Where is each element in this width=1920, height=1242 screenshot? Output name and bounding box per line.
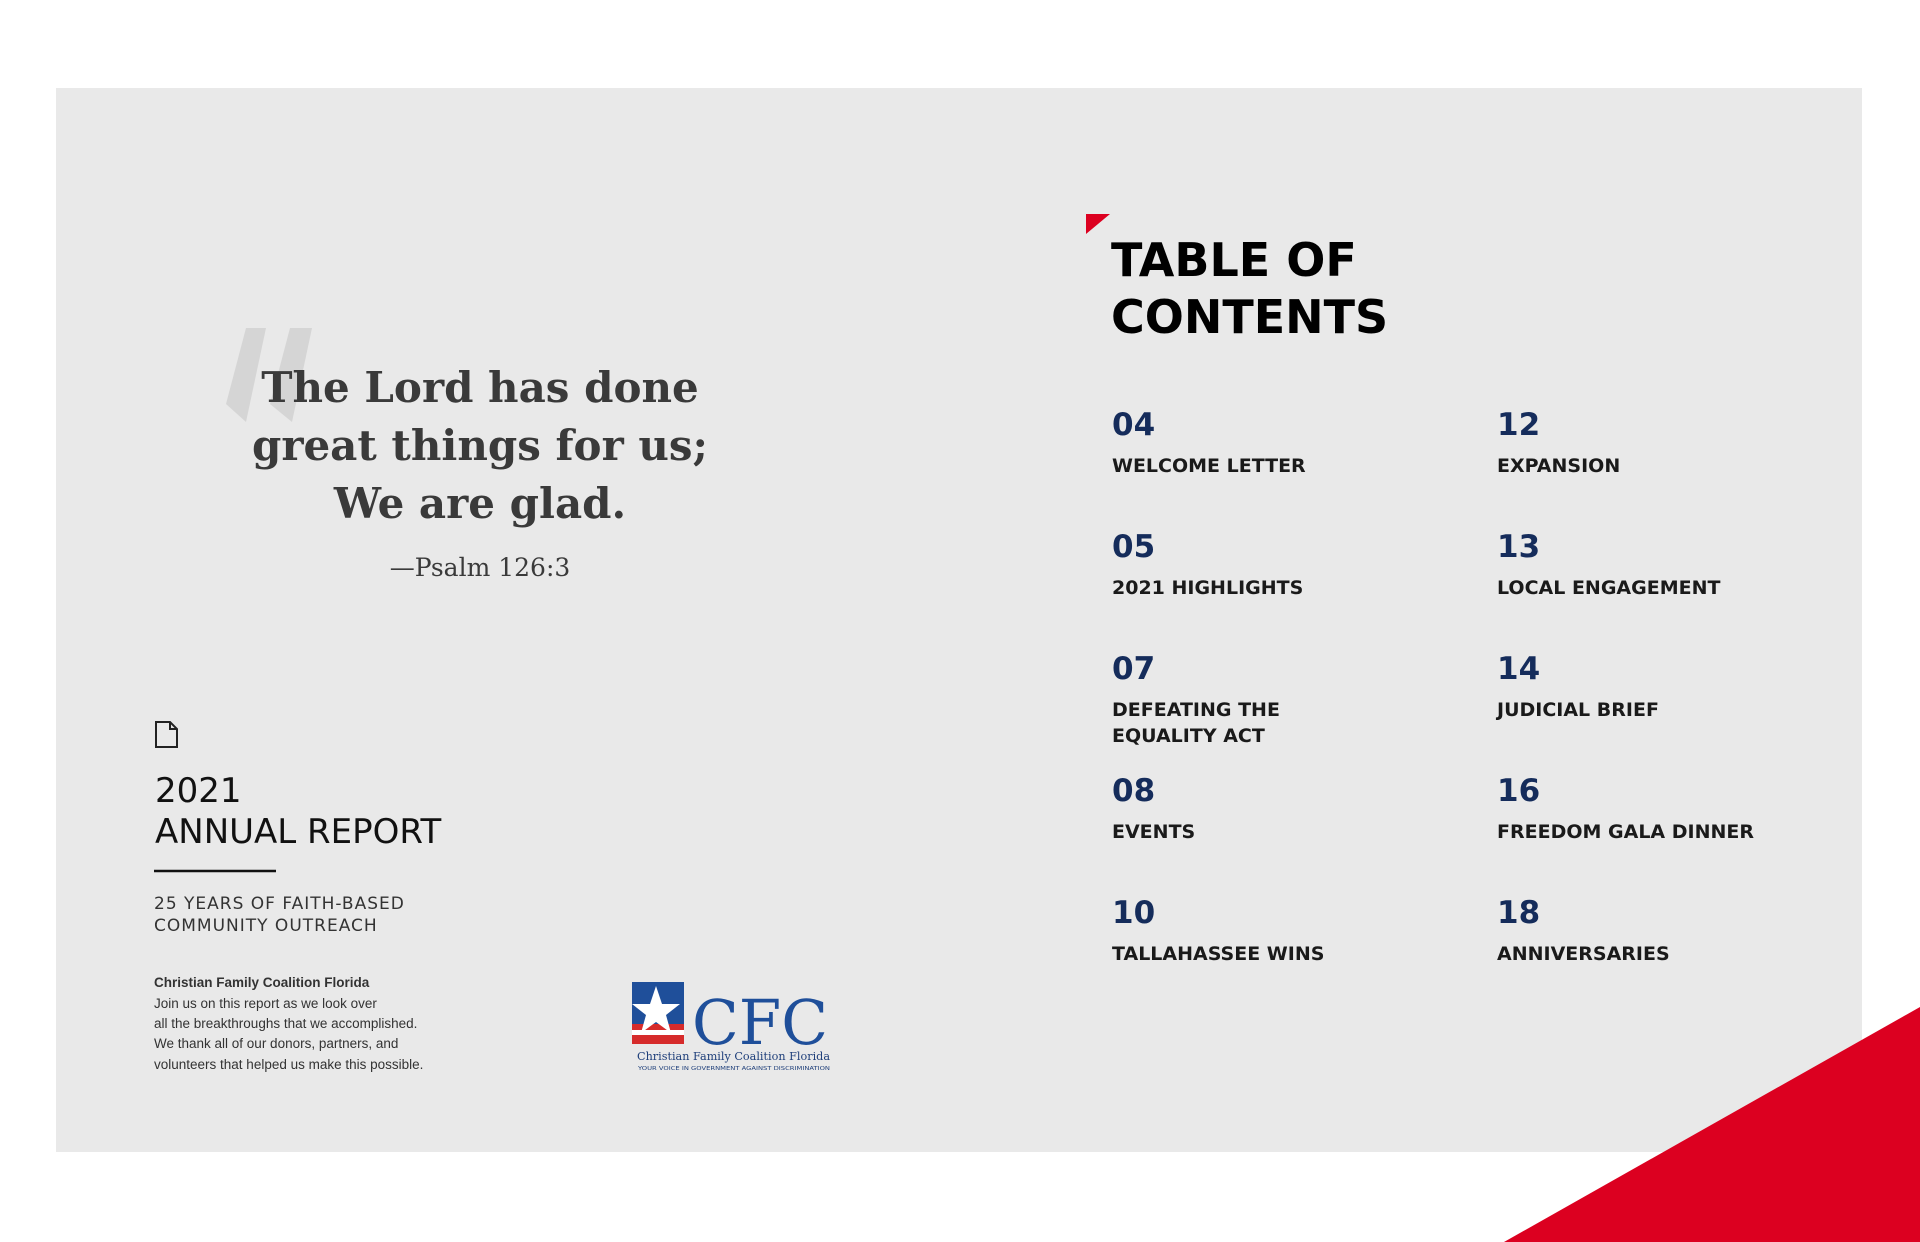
toc-label: ANNIVERSARIES (1497, 943, 1670, 965)
toc-item: 07 DEFEATING THE EQUALITY ACT (1112, 651, 1280, 747)
toc-item: 14 JUDICIAL BRIEF (1495, 651, 1659, 721)
org-name: Christian Family Coalition Florida (154, 975, 370, 990)
quote-line: great things for us; (252, 421, 708, 470)
toc-page-number: 07 (1112, 651, 1155, 687)
body-line: all the breakthroughs that we accomplish… (154, 1016, 417, 1031)
toc-label: LOCAL ENGAGEMENT (1497, 577, 1720, 599)
report-title: ANNUAL REPORT (155, 812, 442, 852)
logo-star (632, 986, 680, 1033)
report-year: 2021 (155, 771, 242, 811)
toc-page-number: 16 (1497, 773, 1540, 809)
body-line: Join us on this report as we look over (154, 996, 377, 1011)
toc-item: 18 ANNIVERSARIES (1497, 895, 1670, 965)
toc-item: 08 EVENTS (1112, 773, 1195, 843)
body-line: We thank all of our donors, partners, an… (154, 1036, 398, 1051)
toc-label: TALLAHASSEE WINS (1112, 943, 1324, 965)
subtitle-line: COMMUNITY OUTREACH (154, 916, 378, 936)
toc-page-number: 13 (1497, 529, 1540, 565)
logo-flag (632, 1030, 684, 1035)
subtitle-line: 25 YEARS OF FAITH-BASED (154, 894, 405, 914)
logo: CFC Christian Family Coalition Florida Y… (632, 982, 830, 1072)
toc-label: EVENTS (1112, 821, 1195, 843)
toc-label: JUDICIAL BRIEF (1495, 699, 1659, 721)
toc-item: 16 FREEDOM GALA DINNER (1497, 773, 1754, 843)
toc-title-line: TABLE OF (1111, 233, 1357, 287)
title-accent (1086, 214, 1110, 234)
document-icon (155, 721, 178, 748)
quote-citation: —Psalm 126:3 (390, 553, 571, 582)
logo-mark: CFC (692, 986, 828, 1059)
toc-item: 12 EXPANSION (1497, 407, 1620, 477)
toc-page-number: 08 (1112, 773, 1155, 809)
quote-mark (270, 328, 312, 422)
toc-page-number: 12 (1497, 407, 1540, 443)
toc-label: WELCOME LETTER (1112, 455, 1306, 477)
toc-label: EQUALITY ACT (1112, 725, 1265, 747)
toc-label: DEFEATING THE (1112, 699, 1280, 721)
toc-page-number: 10 (1112, 895, 1155, 931)
toc-title-line: CONTENTS (1111, 290, 1388, 344)
quote-line: The Lord has done (261, 363, 698, 412)
report-subtitle: 25 YEARS OF FAITH-BASED COMMUNITY OUTREA… (154, 894, 405, 936)
toc-label: 2021 HIGHLIGHTS (1112, 577, 1303, 599)
toc-page-number: 05 (1112, 529, 1155, 565)
quote-mark (226, 328, 266, 422)
report-heading: 2021 ANNUAL REPORT (155, 771, 442, 852)
toc-page-number: 14 (1497, 651, 1540, 687)
toc-page-number: 04 (1112, 407, 1155, 443)
report-body: Christian Family Coalition Florida Join … (154, 975, 423, 1072)
toc-label: FREEDOM GALA DINNER (1497, 821, 1754, 843)
logo-tagline: YOUR VOICE IN GOVERNMENT AGAINST DISCRIM… (637, 1066, 831, 1072)
toc-item: 04 WELCOME LETTER (1112, 407, 1306, 477)
toc-item: 13 LOCAL ENGAGEMENT (1497, 529, 1720, 599)
toc-page-number: 18 (1497, 895, 1540, 931)
body-line: volunteers that helped us make this poss… (154, 1057, 423, 1072)
toc-title: TABLE OF CONTENTS (1111, 233, 1388, 344)
toc-item: 10 TALLAHASSEE WINS (1112, 895, 1324, 965)
toc-list: 04 WELCOME LETTER 05 2021 HIGHLIGHTS 07 DEFEA… (1112, 407, 1754, 965)
toc-label: EXPANSION (1497, 455, 1620, 477)
quote: The Lord has done great things for us; W… (252, 363, 708, 582)
panel (56, 88, 1862, 1152)
toc-item: 05 2021 HIGHLIGHTS (1112, 529, 1303, 599)
logo-name: Christian Family Coalition Florida (637, 1050, 830, 1063)
corner-accent (1504, 1007, 1920, 1242)
quote-line: We are glad. (333, 479, 626, 528)
